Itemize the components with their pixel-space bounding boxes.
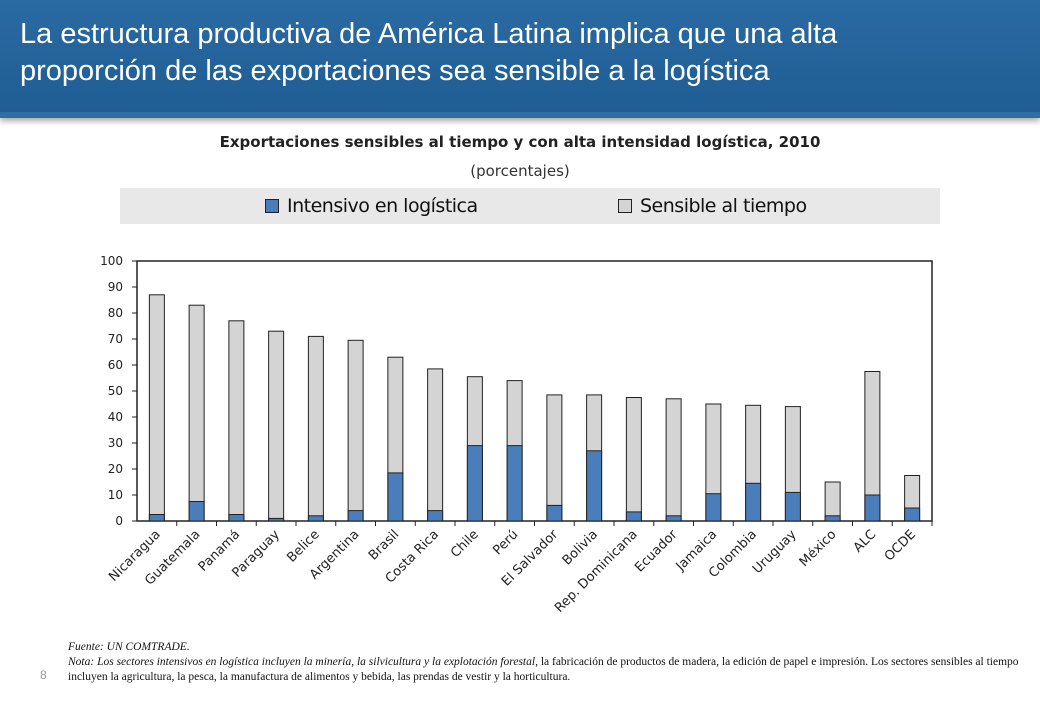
bar-intensivo-logistica bbox=[864, 494, 881, 522]
bar-sensible-tiempo bbox=[665, 398, 682, 522]
y-tick-label: 50 bbox=[108, 384, 123, 398]
bar-intensivo-logistica bbox=[387, 472, 404, 522]
legend-item-time: Sensible al tiempo bbox=[618, 194, 807, 218]
bar-intensivo-logistica bbox=[705, 493, 722, 522]
y-tick-label: 10 bbox=[108, 488, 123, 502]
x-tick-label: OCDE bbox=[882, 527, 919, 564]
bar-intensivo-logistica bbox=[268, 517, 285, 522]
bar-sensible-tiempo bbox=[625, 397, 642, 522]
y-tick-label: 40 bbox=[108, 410, 123, 424]
legend-swatch-logistics bbox=[265, 199, 279, 213]
x-tick-label: Chile bbox=[448, 527, 482, 561]
x-tick-label: Brasil bbox=[366, 527, 402, 563]
y-tick-label: 60 bbox=[108, 358, 123, 372]
bar-intensivo-logistica bbox=[586, 450, 603, 522]
legend-item-logistics: Intensivo en logística bbox=[265, 194, 478, 218]
bar-intensivo-logistica bbox=[546, 504, 563, 522]
bar-sensible-tiempo bbox=[228, 320, 245, 522]
slide-header-band bbox=[0, 0, 1040, 112]
y-tick-label: 20 bbox=[108, 462, 123, 476]
bar-intensivo-logistica bbox=[665, 515, 682, 522]
slide-title: La estructura productiva de América Lati… bbox=[20, 16, 1020, 90]
methodology-note-rest: la fabricación de productos de madera, l… bbox=[68, 656, 1019, 683]
slide-title-line2: proporción de las exportaciones sea sens… bbox=[20, 55, 770, 87]
plot-area bbox=[136, 260, 933, 522]
bar-chart: 0102030405060708090100NicaraguaGuatemala… bbox=[100, 254, 933, 616]
x-tick-label: Perú bbox=[490, 527, 521, 558]
bar-intensivo-logistica bbox=[307, 515, 324, 522]
bar-intensivo-logistica bbox=[824, 515, 841, 522]
y-tick-label: 0 bbox=[115, 514, 123, 528]
bar-intensivo-logistica bbox=[148, 514, 165, 522]
legend-label-time: Sensible al tiempo bbox=[640, 195, 807, 217]
chart-subtitle: (porcentajes) bbox=[470, 162, 570, 180]
methodology-note-italic: Nota: Los sectores intensivos en logísti… bbox=[68, 656, 538, 668]
slide-title-line1: La estructura productiva de América Lati… bbox=[20, 18, 838, 50]
x-tick-label: México bbox=[797, 527, 840, 570]
bar-sensible-tiempo bbox=[268, 330, 285, 522]
chart-title: Exportaciones sensibles al tiempo y con … bbox=[219, 133, 821, 151]
x-tick-label: Ecuador bbox=[632, 527, 681, 576]
bar-intensivo-logistica bbox=[228, 514, 245, 522]
bar-intensivo-logistica bbox=[506, 445, 523, 522]
x-tick-label: ALC bbox=[851, 527, 879, 555]
bar-sensible-tiempo bbox=[148, 294, 165, 522]
bar-sensible-tiempo bbox=[307, 335, 324, 522]
chart-legend: Intensivo en logística Sensible al tiemp… bbox=[120, 188, 940, 224]
y-tick-label: 100 bbox=[100, 254, 123, 268]
bar-intensivo-logistica bbox=[904, 507, 921, 522]
y-tick-label: 30 bbox=[108, 436, 123, 450]
bar-intensivo-logistica bbox=[427, 510, 444, 522]
bar-intensivo-logistica bbox=[188, 501, 205, 522]
chart-notes: Fuente: UN COMTRADE. Nota: Los sectores … bbox=[68, 640, 1028, 685]
x-tick-label: Belice bbox=[284, 527, 322, 565]
y-tick-label: 70 bbox=[108, 332, 123, 346]
slide-header: La estructura productiva de América Lati… bbox=[0, 0, 1040, 118]
bar-intensivo-logistica bbox=[466, 445, 483, 522]
bar-sensible-tiempo bbox=[546, 394, 563, 522]
bar-sensible-tiempo bbox=[347, 339, 364, 522]
bar-intensivo-logistica bbox=[784, 491, 801, 522]
bar-sensible-tiempo bbox=[188, 304, 205, 522]
source-note: Fuente: UN COMTRADE. bbox=[68, 641, 190, 653]
legend-label-logistics: Intensivo en logística bbox=[287, 195, 478, 217]
page-number: 8 bbox=[40, 668, 47, 682]
legend-swatch-time bbox=[618, 199, 632, 213]
bar-intensivo-logistica bbox=[745, 482, 762, 522]
x-tick-label: Uruguay bbox=[750, 527, 800, 577]
bar-sensible-tiempo bbox=[427, 368, 444, 522]
bar-intensivo-logistica bbox=[625, 511, 642, 522]
bar-intensivo-logistica bbox=[347, 510, 364, 522]
methodology-note: Nota: Los sectores intensivos en logísti… bbox=[68, 655, 1028, 685]
bar-sensible-tiempo bbox=[824, 481, 841, 522]
y-tick-label: 80 bbox=[108, 306, 123, 320]
y-tick-label: 90 bbox=[108, 280, 123, 294]
